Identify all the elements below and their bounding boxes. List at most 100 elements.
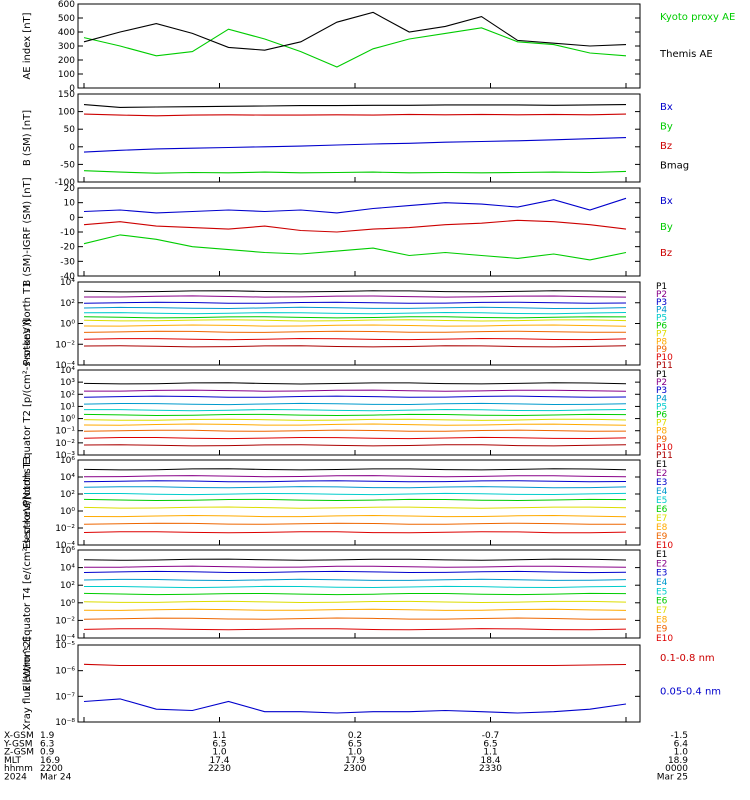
footer-value: 18.4 (480, 756, 500, 766)
y-tick-label: -30 (60, 257, 75, 267)
series-line (83, 290, 627, 293)
y-tick-label: 600 (58, 0, 75, 10)
series-line (83, 617, 627, 620)
legend-entry: P11 (656, 361, 673, 371)
series-line (84, 492, 627, 496)
footer-row-label: X-GSM (4, 731, 34, 741)
legend-entry: Themis AE (659, 49, 713, 60)
legend-entry: 0.1-0.8 nm (660, 653, 715, 664)
legend-entry: E4 (656, 487, 668, 497)
series-line (83, 608, 627, 611)
series-line (83, 558, 627, 561)
series-line (83, 330, 627, 333)
series-line (83, 395, 627, 398)
series-line (83, 436, 627, 440)
legend-entry: P2 (656, 290, 667, 300)
y-tick-label: 10³ (60, 378, 75, 388)
legend-entry: E7 (656, 514, 667, 524)
footer-value: Mar 24 (40, 773, 72, 783)
series-line (83, 578, 627, 582)
panel-frame (77, 644, 641, 723)
series-line (84, 389, 627, 392)
legend-entry: P10 (656, 353, 673, 363)
y-tick-label: 500 (58, 14, 75, 24)
panel-8: Xray flux [W/m^2] 10⁻⁸ 10⁻⁷ 10⁻⁶ 10⁻⁵ 0.1-0.8… (22, 637, 721, 731)
legend-entry: P1 (656, 370, 667, 380)
series-line (83, 570, 627, 574)
legend-entry: Bz (660, 141, 672, 152)
legend-entry: P5 (656, 402, 667, 412)
footer-row-label: MLT (4, 756, 22, 766)
y-tick-label: 10² (60, 490, 75, 500)
footer-value: Mar 25 (657, 773, 688, 783)
y-tick-label: 100 (58, 108, 75, 118)
legend-entry: E7 (656, 606, 667, 616)
footer-value: 1.9 (40, 731, 55, 741)
series-line (83, 311, 627, 315)
y-tick-label: 10⁻² (55, 524, 75, 534)
series-line (83, 306, 627, 310)
panel-frame (77, 459, 641, 546)
legend-entry: P3 (656, 298, 667, 308)
y-axis-label: B (SM)-IGRF (SM) [nT] (22, 177, 33, 286)
legend-entry: P8 (656, 427, 667, 437)
panel-frame (77, 93, 641, 183)
footer-value: -0.7 (482, 731, 500, 741)
panel-3: B (SM)-IGRF (SM) [nT] -40-30-20-1001020Bx… (22, 177, 673, 286)
y-tick-label: 10⁻³ (55, 451, 75, 461)
y-tick-label: 10² (60, 390, 75, 400)
footer-value: 16.9 (40, 756, 60, 766)
legend-entry: P2 (656, 378, 667, 388)
panel-frame (77, 187, 641, 277)
y-tick-label: 20 (64, 184, 76, 194)
series-line (83, 27, 627, 68)
y-tick-label: 50 (64, 125, 76, 135)
series-line (83, 628, 627, 631)
series-line (83, 475, 627, 478)
y-axis-label: Electrons Equator T4 [e/(cm²-s-sr-keV)] (22, 496, 33, 691)
y-tick-label: 10⁻⁶ (55, 667, 75, 677)
y-tick-label: 10⁻⁴ (55, 541, 75, 551)
legend-entry: P8 (656, 337, 667, 347)
series-line (84, 295, 627, 298)
y-axis-label: Electrons North T3 (22, 456, 33, 549)
y-tick-label: 10² (60, 581, 75, 591)
series-line (83, 514, 627, 518)
panel-6: Electrons North T3 10⁻⁴ 10⁻² 10⁰ 10² 10⁴ 10⁶ E1… (22, 456, 673, 551)
y-tick-label: 10⁶ (60, 546, 75, 556)
footer-row-label: hhmm (4, 764, 33, 774)
legend-entry: P5 (656, 314, 667, 324)
footer-row-label: Y-GSM (3, 739, 32, 749)
y-tick-label: 10⁰ (60, 599, 75, 609)
panel-frame (77, 549, 641, 639)
series-line (83, 413, 627, 417)
series-line (83, 663, 627, 667)
series-line (83, 337, 627, 341)
footer-value: 1.1 (212, 731, 226, 741)
footer-value: -1.5 (670, 731, 688, 741)
y-tick-label: 10 (64, 199, 76, 209)
series-line (83, 170, 627, 174)
footer-value: 0.9 (40, 748, 55, 758)
footer-value: 1.0 (212, 748, 227, 758)
legend-entry: Bz (660, 248, 672, 259)
series-line (83, 429, 627, 432)
legend-entry: P6 (656, 411, 667, 421)
legend-entry: E6 (656, 505, 668, 515)
legend-entry: E2 (656, 469, 667, 479)
legend-entry: E1 (656, 460, 667, 470)
series-line (83, 522, 627, 525)
y-tick-label: 10⁰ (60, 320, 75, 330)
series-line (83, 468, 627, 471)
series-line (83, 345, 627, 348)
series-line (83, 506, 627, 509)
legend-entry: By (660, 222, 673, 233)
footer-value: 17.9 (345, 756, 365, 766)
footer-value: 6.5 (483, 739, 497, 749)
y-tick-label: 10⁻⁴ (55, 634, 75, 644)
series-line (84, 585, 627, 589)
footer-value: 2300 (344, 764, 367, 774)
panel-2: B (SM) [nT] -100 -50 0 50 100 150 Bx By Bz Bmag (22, 90, 689, 188)
legend-entry: Bx (660, 196, 673, 207)
